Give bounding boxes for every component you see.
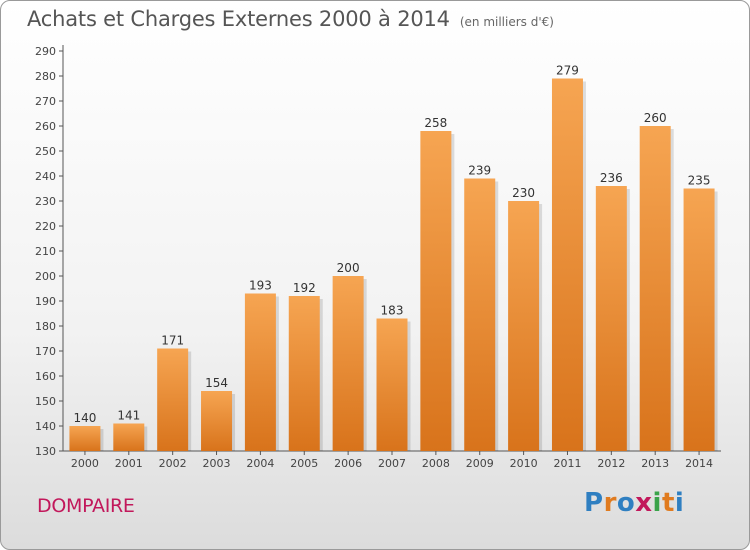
bar-2003 [201, 391, 233, 451]
logo-letter: r [603, 488, 617, 518]
chart-title: Achats et Charges Externes 2000 à 2014 [27, 7, 450, 31]
x-tick-label-2005: 2005 [290, 457, 318, 470]
value-label-2014: 235 [688, 174, 711, 188]
bars [69, 78, 718, 451]
x-tick-label-2012: 2012 [597, 457, 625, 470]
bar-2000 [69, 426, 101, 451]
value-label-2002: 171 [161, 334, 184, 348]
x-tick-label-2003: 2003 [203, 457, 231, 470]
value-label-2006: 200 [337, 261, 360, 275]
y-tick-label: 150 [35, 395, 56, 408]
place-name: DOMPAIRE [37, 495, 135, 517]
value-label-2013: 260 [644, 111, 667, 125]
y-tick-label: 180 [35, 320, 56, 333]
value-label-2010: 230 [512, 186, 535, 200]
y-tick-label: 200 [35, 270, 56, 283]
bar-2012 [595, 186, 627, 451]
y-tick-label: 170 [35, 345, 56, 358]
logo-letter: i [674, 488, 685, 518]
value-label-2003: 154 [205, 376, 228, 390]
x-tick-label-2013: 2013 [641, 457, 669, 470]
bar-2005 [288, 296, 320, 451]
bar-2006 [332, 276, 364, 451]
logo-letter: t [661, 488, 675, 518]
x-tick-label-2008: 2008 [422, 457, 450, 470]
value-label-2009: 239 [468, 164, 491, 178]
x-tick-label-2002: 2002 [159, 457, 187, 470]
bar-2008 [420, 131, 452, 451]
y-tick-label: 230 [35, 195, 56, 208]
y-tick-label: 140 [35, 420, 56, 433]
y-tick-label: 160 [35, 370, 56, 383]
x-tick-label-2011: 2011 [553, 457, 581, 470]
value-label-2000: 140 [73, 411, 96, 425]
bar-2001 [113, 423, 145, 451]
value-label-2004: 193 [249, 279, 272, 293]
x-tick-label-2004: 2004 [246, 457, 274, 470]
x-tick-label-2001: 2001 [115, 457, 143, 470]
proxiti-logo: Proxiti [584, 488, 684, 518]
bar-2004 [244, 293, 276, 451]
chart-subtitle: (en milliers d'€) [459, 15, 554, 29]
y-tick-label: 270 [35, 95, 56, 108]
bar-2002 [157, 348, 189, 451]
x-tick-label-2006: 2006 [334, 457, 362, 470]
y-tick-label: 190 [35, 295, 56, 308]
y-tick-label: 290 [35, 45, 56, 58]
axes: 130 140 150 160 170 180 190 200 210 220 230 240 250 2… [35, 45, 721, 470]
bar-2009 [464, 178, 496, 451]
value-label-2012: 236 [600, 171, 623, 185]
x-tick-label-2009: 2009 [466, 457, 494, 470]
value-label-2007: 183 [381, 304, 404, 318]
y-tick-label: 220 [35, 220, 56, 233]
y-tick-label: 240 [35, 170, 56, 183]
x-tick-label-2000: 2000 [71, 457, 99, 470]
logo-letter: o [616, 488, 636, 518]
title-row: Achats et Charges Externes 2000 à 2014 (e… [27, 7, 554, 31]
y-tick-label: 250 [35, 145, 56, 158]
x-tick-label-2010: 2010 [510, 457, 538, 470]
bar-2010 [508, 201, 540, 451]
value-label-2005: 192 [293, 281, 316, 295]
bar-2007 [376, 318, 408, 451]
x-tick-label-2007: 2007 [378, 457, 406, 470]
logo-letter: P [584, 488, 604, 518]
bar-2013 [639, 126, 671, 451]
bar-2011 [551, 78, 583, 451]
y-tick-label: 210 [35, 245, 56, 258]
bar-2014 [683, 188, 715, 451]
x-tick-label-2014: 2014 [685, 457, 713, 470]
logo-letter: i [652, 488, 662, 518]
value-label-2001: 141 [117, 409, 140, 423]
value-label-2008: 258 [424, 116, 447, 130]
y-tick-label: 280 [35, 70, 56, 83]
y-tick-label: 130 [35, 445, 56, 458]
y-tick-label: 260 [35, 120, 56, 133]
value-label-2011: 279 [556, 64, 579, 78]
value-labels: 140 141 171 154 193 192 200 183 258 239 230 279 236 2… [73, 64, 710, 426]
logo-letter: x [635, 488, 653, 518]
